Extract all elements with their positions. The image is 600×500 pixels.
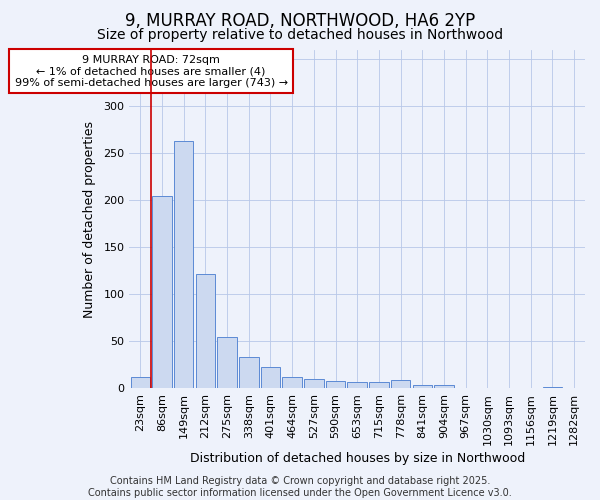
Text: 9, MURRAY ROAD, NORTHWOOD, HA6 2YP: 9, MURRAY ROAD, NORTHWOOD, HA6 2YP bbox=[125, 12, 475, 30]
Bar bbox=[413, 386, 432, 388]
Bar bbox=[217, 338, 237, 388]
Bar bbox=[326, 382, 345, 388]
Bar bbox=[174, 141, 193, 388]
Bar bbox=[369, 382, 389, 388]
Bar bbox=[131, 377, 150, 388]
Bar bbox=[542, 387, 562, 388]
Bar bbox=[347, 382, 367, 388]
Y-axis label: Number of detached properties: Number of detached properties bbox=[83, 120, 97, 318]
Text: Contains HM Land Registry data © Crown copyright and database right 2025.
Contai: Contains HM Land Registry data © Crown c… bbox=[88, 476, 512, 498]
Bar bbox=[283, 377, 302, 388]
Bar bbox=[260, 368, 280, 388]
X-axis label: Distribution of detached houses by size in Northwood: Distribution of detached houses by size … bbox=[190, 452, 525, 465]
Bar bbox=[434, 386, 454, 388]
Bar bbox=[304, 378, 323, 388]
Text: 9 MURRAY ROAD: 72sqm
← 1% of detached houses are smaller (4)
99% of semi-detache: 9 MURRAY ROAD: 72sqm ← 1% of detached ho… bbox=[14, 54, 287, 88]
Bar bbox=[239, 357, 259, 388]
Bar bbox=[196, 274, 215, 388]
Bar bbox=[391, 380, 410, 388]
Bar bbox=[152, 196, 172, 388]
Text: Size of property relative to detached houses in Northwood: Size of property relative to detached ho… bbox=[97, 28, 503, 42]
